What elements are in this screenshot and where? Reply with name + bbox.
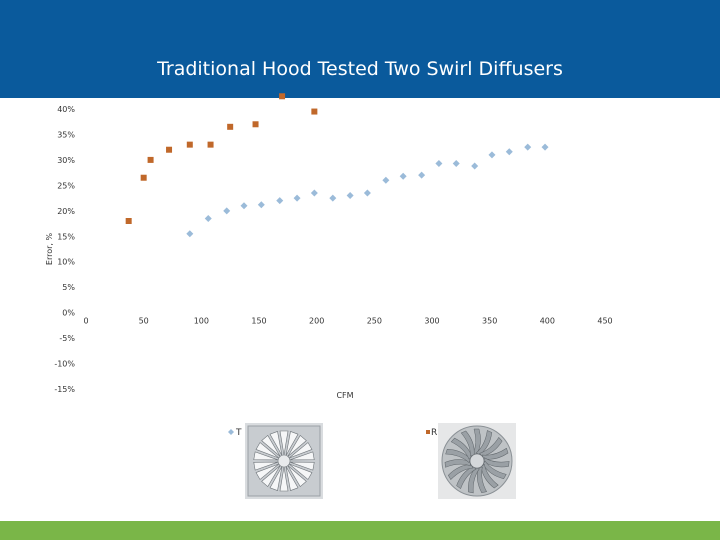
x-axis: 0 50 100 150 200 250 300 350 400 450 xyxy=(83,317,612,326)
y-axis-title: Error, % xyxy=(45,233,54,266)
data-point-t xyxy=(276,197,284,205)
data-point-r xyxy=(125,218,132,224)
x-tick-label: 400 xyxy=(540,317,555,326)
data-point-t xyxy=(488,151,496,159)
x-tick-label: 0 xyxy=(83,317,88,326)
data-point-t xyxy=(382,176,390,184)
x-tick-label: 50 xyxy=(139,317,149,326)
data-point-t xyxy=(310,189,318,197)
data-point-r xyxy=(147,156,154,163)
data-point-t xyxy=(471,162,479,170)
data-point-t xyxy=(541,143,549,151)
data-point-t xyxy=(363,189,371,197)
title-band xyxy=(0,0,720,98)
y-tick-label: 15% xyxy=(57,232,75,241)
data-point-r xyxy=(279,93,286,100)
legend-label-r: R xyxy=(431,428,437,438)
data-point-r xyxy=(227,123,234,130)
data-point-t xyxy=(257,201,265,209)
data-point-t xyxy=(204,214,212,222)
x-tick-label: 200 xyxy=(309,317,324,326)
y-tick-label: 20% xyxy=(57,207,75,216)
footer-band xyxy=(0,521,720,540)
data-point-r xyxy=(207,141,214,148)
data-point-t xyxy=(435,159,443,167)
y-tick-label: 25% xyxy=(57,181,75,190)
y-axis: 40% 35% 30% 25% 20% 15% 10% 5% 0% -5% -10% -15% xyxy=(54,105,75,394)
y-tick-label: 30% xyxy=(57,156,75,165)
legend-label-t: T xyxy=(235,428,242,438)
data-point-t xyxy=(240,202,248,210)
x-tick-label: 150 xyxy=(251,317,266,326)
x-tick-label: 250 xyxy=(367,317,382,326)
y-tick-label: 35% xyxy=(57,130,75,139)
y-tick-label: 10% xyxy=(57,258,75,267)
y-tick-label: -5% xyxy=(59,334,75,343)
y-tick-label: -10% xyxy=(54,360,75,369)
data-point-t xyxy=(293,194,301,202)
data-point-t xyxy=(524,143,532,151)
y-tick-label: 5% xyxy=(62,283,75,292)
round-swirl-diffuser-image xyxy=(438,423,516,499)
legend-marker-r xyxy=(426,430,430,434)
legend: T R xyxy=(228,428,437,438)
x-tick-label: 450 xyxy=(597,317,612,326)
data-point-t xyxy=(505,148,513,156)
slide-title: Traditional Hood Tested Two Swirl Diffus… xyxy=(157,58,563,80)
data-point-t xyxy=(223,207,231,215)
y-tick-label: 40% xyxy=(57,105,75,114)
y-tick-label: -15% xyxy=(54,385,75,394)
data-point-r xyxy=(186,141,193,148)
x-axis-title: CFM xyxy=(336,391,353,400)
data-point-r xyxy=(252,121,259,128)
data-point-t xyxy=(452,159,460,167)
chart-points xyxy=(125,93,549,238)
legend-marker-t xyxy=(228,429,234,435)
x-tick-label: 350 xyxy=(482,317,497,326)
y-tick-label: 0% xyxy=(62,309,75,318)
data-point-r xyxy=(166,146,173,153)
data-point-t xyxy=(186,230,194,238)
data-point-r xyxy=(311,108,318,115)
square-swirl-diffuser-image xyxy=(245,423,323,499)
data-point-t xyxy=(399,172,407,180)
x-tick-label: 300 xyxy=(424,317,439,326)
x-tick-label: 100 xyxy=(194,317,209,326)
data-point-t xyxy=(418,171,426,179)
data-point-t xyxy=(329,194,337,202)
data-point-t xyxy=(346,192,354,200)
data-point-r xyxy=(140,174,147,181)
